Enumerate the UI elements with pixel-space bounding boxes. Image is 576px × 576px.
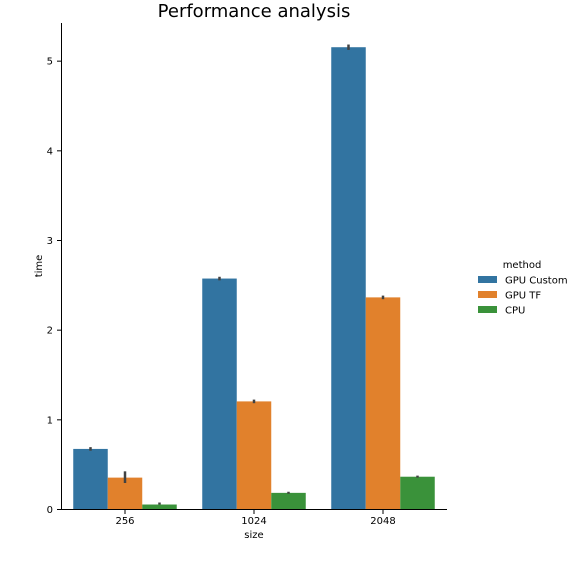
x-tick-label: 256 [115,516,134,527]
x-axis-label: size [244,530,263,541]
legend-title: method [503,260,542,271]
legend-label: GPU Custom [505,276,568,287]
y-tick-label: 5 [47,57,53,68]
legend-swatch [478,276,497,283]
bars-group [73,47,435,510]
bar [400,476,435,509]
error-bars-group [89,44,419,505]
bar [271,492,306,509]
bar [365,297,401,509]
legend-swatch [478,306,497,313]
x-tick-label: 2048 [370,516,395,527]
y-axis-label: time [34,255,45,278]
y-tick-label: 4 [47,146,53,157]
x-tick-label: 1024 [241,516,266,527]
legend-label: CPU [505,306,525,317]
bar [142,504,177,509]
y-tick-label: 2 [47,326,53,337]
legend: method GPU Custom GPU TF CPU [478,260,568,317]
legend-label: GPU TF [505,291,541,302]
bar [236,401,272,509]
legend-swatch [478,291,497,298]
bar [331,47,366,510]
x-ticks-group: 256 1024 2048 [115,510,396,527]
bar [73,448,108,509]
y-tick-label: 1 [47,415,53,426]
chart-title: Performance analysis [158,1,351,22]
y-tick-label: 0 [47,505,53,516]
y-tick-label: 3 [47,236,53,247]
bar [202,278,237,509]
y-ticks-group: 0 1 2 3 4 5 [47,57,61,516]
